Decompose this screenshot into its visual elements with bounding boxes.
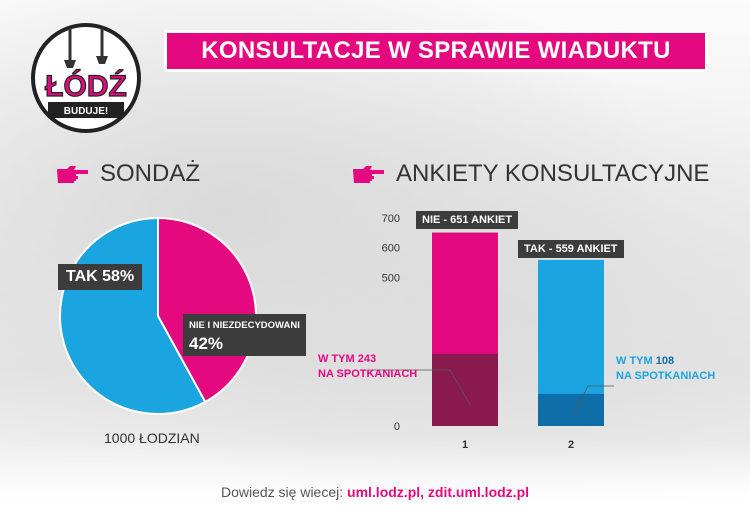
bar-meetings-2 [538,393,604,426]
surveys-heading-text: ANKIETY KONSULTACYJNE [396,160,710,187]
pie-label-yes: TAK 58% [58,264,143,290]
footer-prefix: Dowiedz się wiecej: [220,484,344,500]
bar2-note-line2: NA SPOTKANIACH [616,370,716,382]
bar2-note-leader [573,385,614,415]
lodz-buduje-logo: ŁÓDŹ BUDUJE! [31,23,141,133]
surveys-bar-chart: 0 500 600 700 1 2 [368,213,614,451]
bar-meetings-1 [432,353,498,426]
bar1-note-line1: W TYM 243 [318,353,377,365]
bar2-note-value: 108 [655,355,675,367]
page-title: KONSULTACJE W SPRAWIE WIADUKTU [201,37,671,64]
bar1-note-leader [368,369,471,405]
poll-caption: 1000 ŁODZIAN [104,430,200,446]
poll-heading-text: SONDAŻ [100,160,201,187]
title-banner: KONSULTACJE W SPRAWIE WIADUKTU [164,30,708,72]
svg-text:BUDUJE!: BUDUJE! [64,106,108,117]
footer: Dowiedz się wiecej: uml.lodz.pl, zdit.um… [0,484,750,500]
y-tick-700: 700 [382,213,400,225]
surveys-heading: ANKIETY KONSULTACYJNE [352,160,709,188]
pointing-hand-icon [353,166,384,183]
y-tick-0: 0 [394,421,400,433]
bar1-note: W TYM 243 NA SPOTKANIACH [318,352,417,382]
y-tick-600: 600 [382,243,400,255]
x-tick-1: 1 [462,439,468,451]
bar1-note-line2: NA SPOTKANIACH [318,368,418,380]
svg-text:ŁÓDŹ: ŁÓDŹ [45,69,127,103]
bar2-note-prefix: W TYM [616,355,653,367]
background-fade [0,440,750,530]
poll-heading: SONDAŻ [56,160,200,188]
bar1-label: NIE - 651 ANKIET [416,211,519,229]
bar2-note: W TYM 108 NA SPOTKANIACH [616,354,715,384]
bar2-label: TAK - 559 ANKIET [518,240,624,258]
x-tick-2: 2 [568,439,574,451]
footer-links[interactable]: uml.lodz.pl, zdit.uml.lodz.pl [347,484,530,500]
pie-label-no-text: NIE I NIEZDECYDOWANI [189,320,300,331]
y-tick-500: 500 [382,272,400,284]
pie-label-no-value: 42% [189,334,224,353]
pointing-hand-icon [57,166,88,183]
pie-label-no: NIE I NIEZDECYDOWANI 42% [183,314,306,356]
